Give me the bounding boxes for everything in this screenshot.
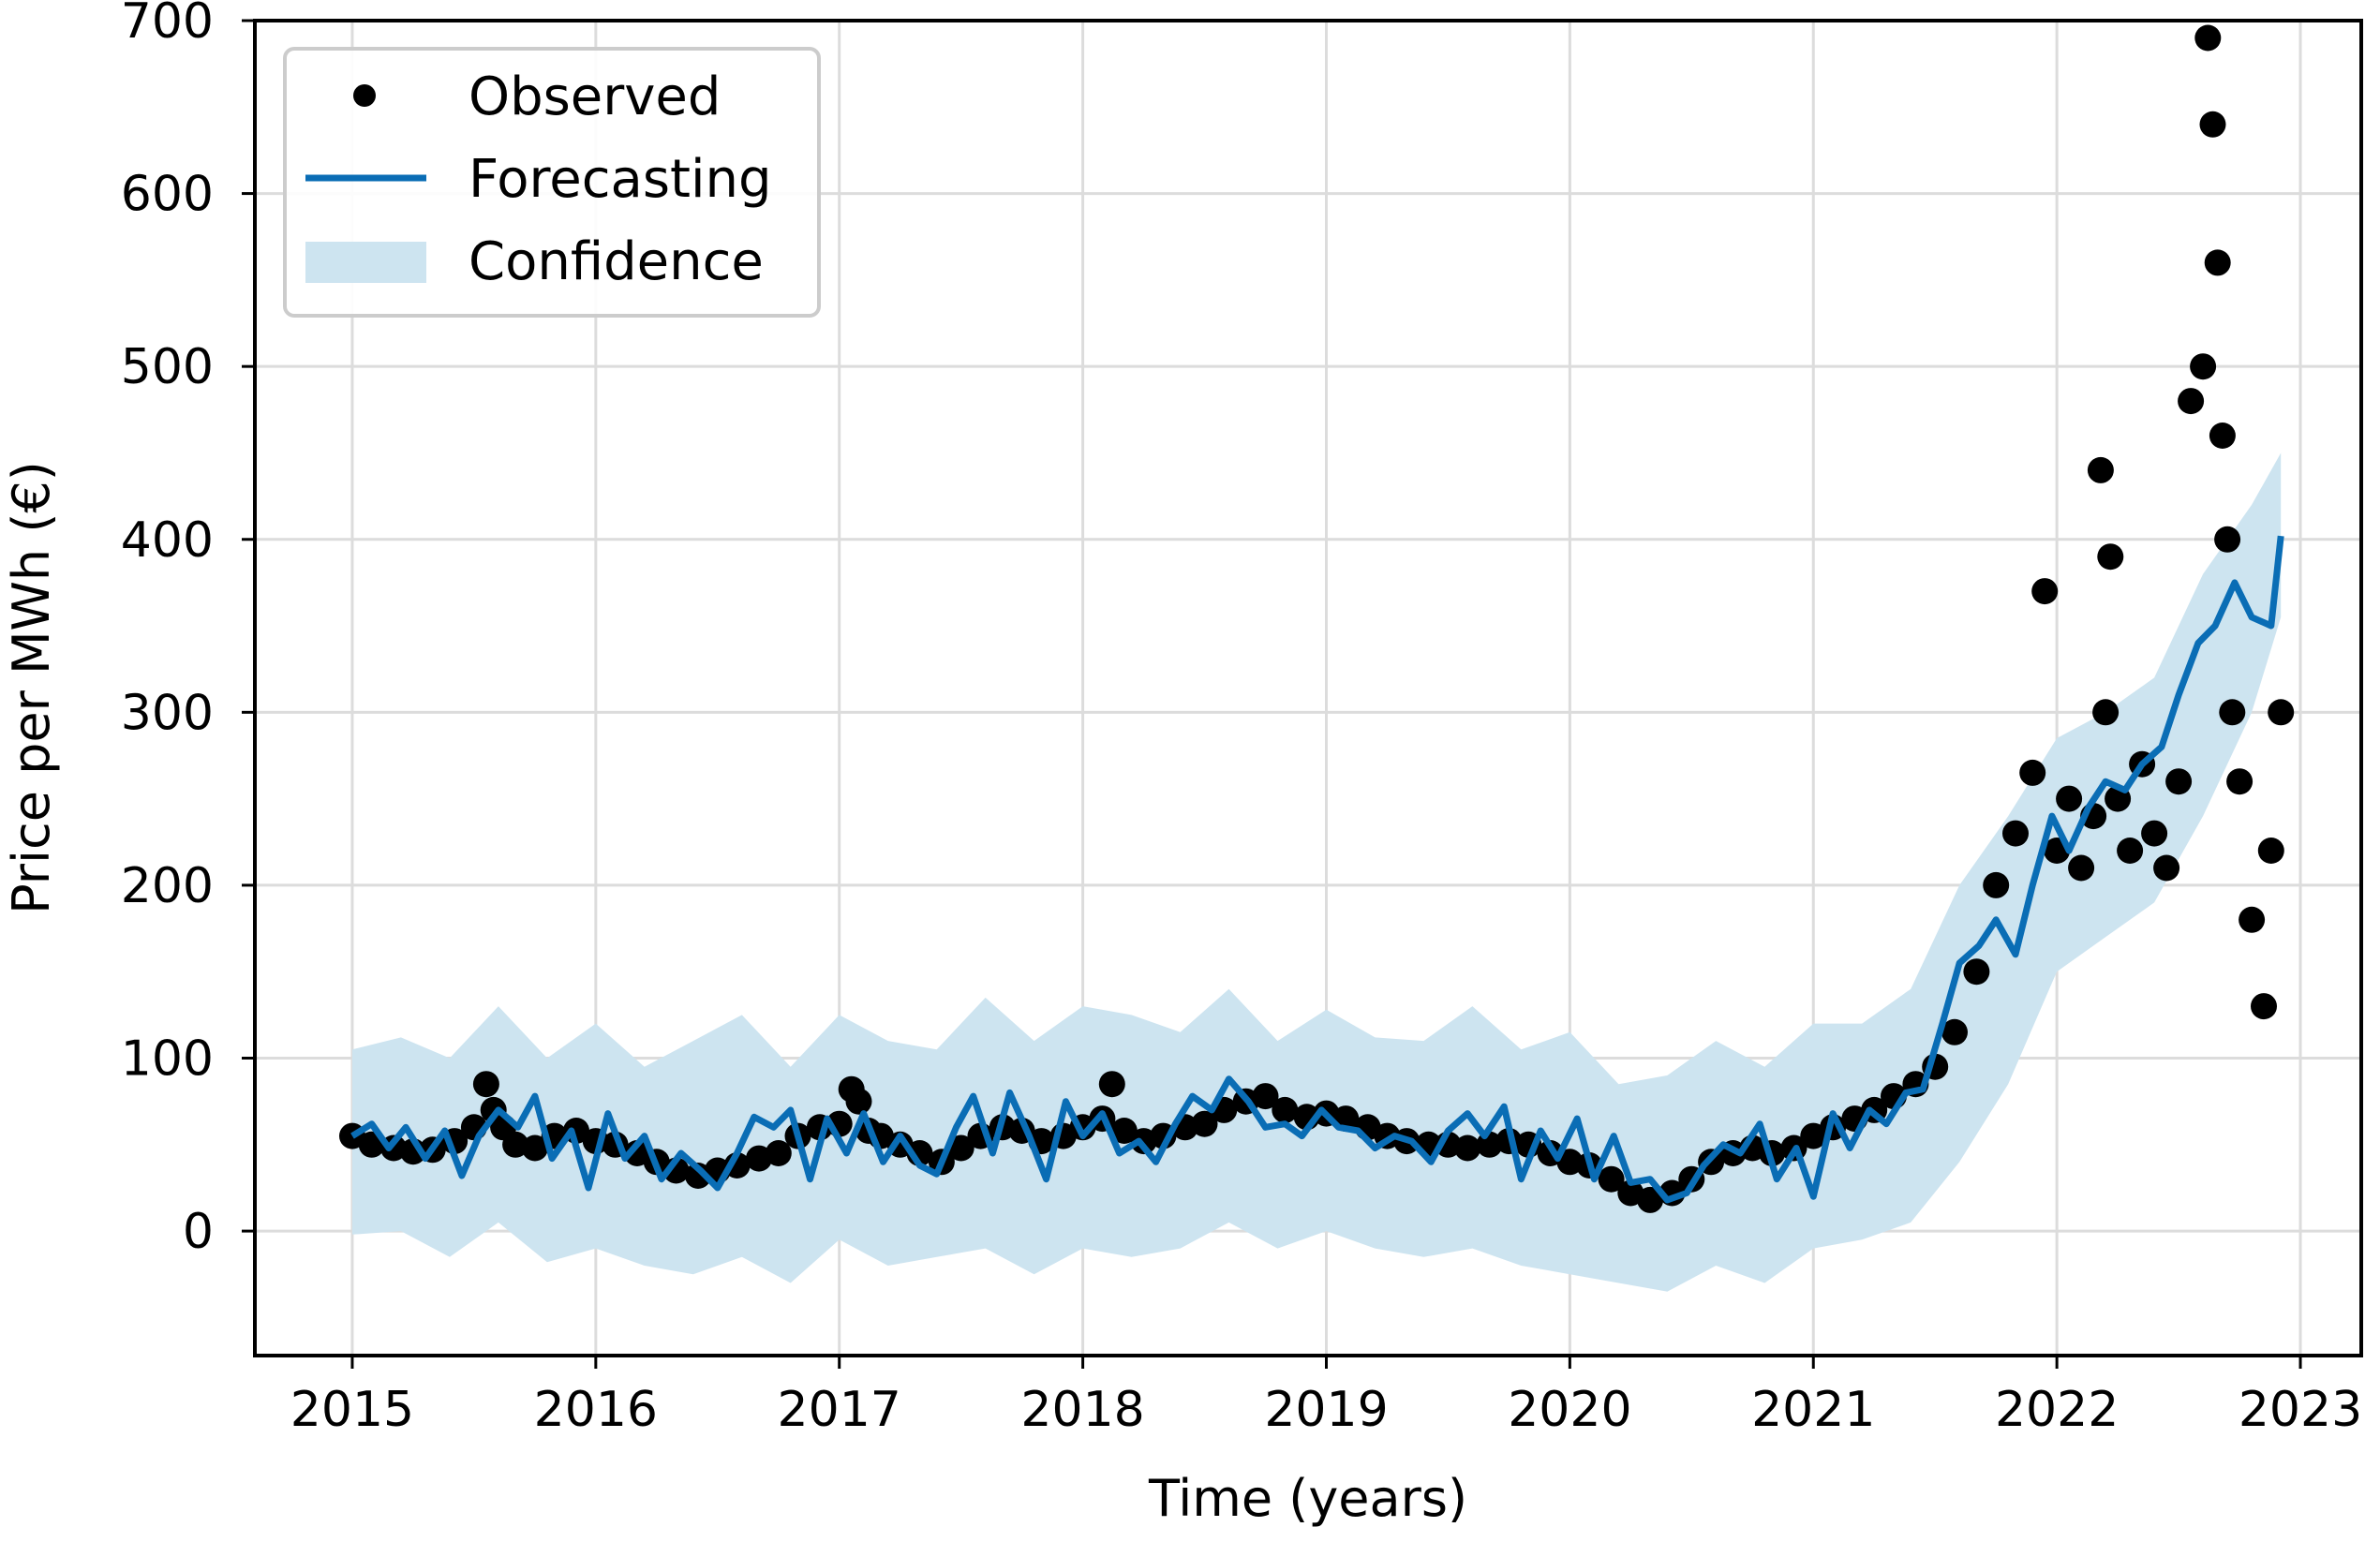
legend: Observed Forecasting Confidence: [283, 47, 821, 318]
observed-point: [502, 1131, 529, 1158]
observed-point: [2257, 838, 2284, 864]
observed-point: [1963, 958, 1990, 986]
x-tick-label: 2016: [534, 1382, 658, 1438]
observed-point: [2068, 854, 2095, 882]
observed-point: [1098, 1071, 1125, 1098]
y-axis-ticks: 0 100 200 300 400 500 600 700: [121, 0, 255, 1260]
observed-point: [2190, 353, 2217, 380]
x-tick-label: 2017: [778, 1382, 901, 1438]
x-tick-label: 2023: [2239, 1382, 2362, 1438]
x-axis-ticks: 2015 2016 2017 2018 2019 2020 2021 2022 2023: [290, 1356, 2362, 1438]
legend-observed-marker: [353, 84, 376, 107]
observed-point: [2214, 526, 2241, 553]
y-tick-label: 200: [121, 858, 214, 914]
observed-point: [845, 1088, 872, 1115]
observed-point: [2087, 456, 2114, 483]
observed-point: [2019, 759, 2046, 786]
observed-point: [1637, 1186, 1664, 1213]
observed-point: [2239, 906, 2266, 933]
confidence-band: [352, 452, 2282, 1292]
observed-point: [2097, 543, 2124, 571]
legend-observed-label: Observed: [469, 67, 721, 127]
y-axis-label: Price per MWh (€): [2, 461, 61, 914]
x-tick-label: 2021: [1751, 1382, 1875, 1438]
forecast-line-layer: [350, 535, 2284, 1204]
x-tick-label: 2015: [290, 1382, 414, 1438]
confidence-band-layer: [352, 452, 2282, 1292]
observed-point: [2226, 768, 2254, 795]
observed-point: [472, 1071, 499, 1098]
observed-point: [765, 1140, 792, 1166]
observed-point: [2092, 699, 2120, 726]
x-tick-label: 2018: [1020, 1382, 1144, 1438]
y-tick-label: 0: [183, 1204, 214, 1260]
observed-point: [1191, 1110, 1218, 1137]
observed-point: [1556, 1149, 1584, 1176]
observed-point: [2178, 388, 2205, 415]
y-tick-label: 600: [121, 167, 214, 223]
y-tick-label: 700: [121, 0, 214, 50]
observed-point: [2141, 820, 2168, 847]
observed-point: [2209, 423, 2236, 449]
observed-point: [2165, 768, 2193, 795]
y-tick-label: 300: [121, 685, 214, 741]
observed-point: [1983, 871, 2010, 898]
x-tick-label: 2022: [1995, 1382, 2119, 1438]
observed-point: [2117, 838, 2144, 864]
observed-point: [1941, 1018, 1968, 1045]
forecast-line: [350, 535, 2284, 1204]
observed-point: [2194, 24, 2222, 52]
y-tick-label: 400: [121, 512, 214, 569]
observed-point: [2268, 699, 2295, 726]
x-tick-label: 2019: [1264, 1382, 1388, 1438]
observed-point: [1252, 1083, 1279, 1110]
observed-point: [2204, 249, 2231, 276]
legend-forecast-label: Forecasting: [469, 149, 772, 210]
observed-point: [947, 1134, 974, 1162]
observed-point: [2251, 993, 2277, 1020]
observed-point: [1454, 1134, 1481, 1162]
observed-point: [2199, 111, 2226, 138]
observed-point: [1272, 1096, 1299, 1123]
legend-confidence-label: Confidence: [469, 231, 764, 292]
observed-point: [2219, 699, 2246, 726]
x-axis-label: Time (years): [1148, 1469, 1467, 1528]
observed-point: [2153, 854, 2180, 882]
observed-point: [521, 1134, 548, 1162]
x-tick-label: 2020: [1508, 1382, 1631, 1438]
observed-point: [1110, 1118, 1138, 1144]
observed-point: [1598, 1165, 1625, 1193]
observed-point: [2056, 785, 2083, 812]
observed-point: [2031, 578, 2059, 605]
plot-frame: [253, 19, 2363, 1357]
y-tick-label: 100: [121, 1031, 214, 1088]
legend-confidence-swatch: [305, 242, 426, 283]
observed-point: [2002, 820, 2029, 847]
y-tick-label: 500: [121, 339, 214, 395]
